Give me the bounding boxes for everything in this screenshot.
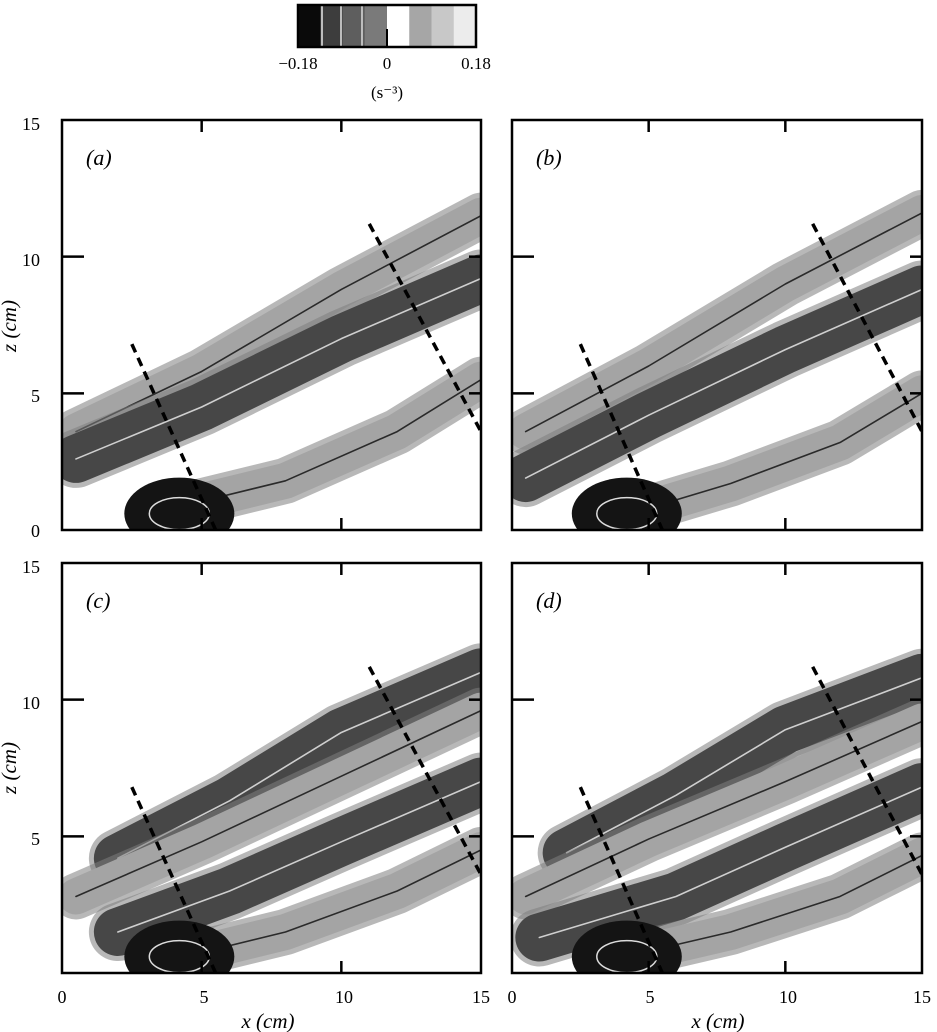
colorbar-swatch bbox=[387, 5, 410, 47]
colorbar-swatch bbox=[320, 5, 343, 47]
heatmap-panel: (c) bbox=[60, 561, 483, 975]
contour-line bbox=[538, 786, 922, 939]
y-tick-label: 15 bbox=[22, 114, 40, 134]
dashed-reference-line bbox=[578, 786, 664, 974]
panel-frame bbox=[510, 561, 924, 975]
dashed-reference-line bbox=[130, 343, 218, 531]
source-region bbox=[571, 477, 682, 530]
y-tick-label: 10 bbox=[22, 693, 40, 713]
colorbar-mid-label: 0 bbox=[383, 54, 392, 73]
panel-label: (a) bbox=[86, 145, 112, 170]
x-axis-title-right: x (cm) bbox=[690, 1009, 744, 1032]
dashed-reference-line bbox=[811, 666, 924, 876]
panel-label: (d) bbox=[536, 588, 562, 613]
source-region bbox=[124, 477, 235, 530]
y-tick-label: 5 bbox=[31, 386, 40, 406]
x-tick-label: 5 bbox=[646, 987, 655, 1007]
heatmap-field bbox=[62, 192, 481, 530]
x-tick-label: 10 bbox=[335, 987, 353, 1007]
x-axis-title-left: x (cm) bbox=[240, 1009, 294, 1032]
panel-label: (c) bbox=[86, 588, 110, 613]
heatmap-panel: (a) bbox=[60, 118, 483, 532]
colorbar-min-label: −0.18 bbox=[278, 54, 317, 73]
dashed-reference-line bbox=[578, 343, 664, 531]
contour-line bbox=[75, 709, 481, 898]
panels: (a) (b) (c) (d) bbox=[60, 118, 924, 975]
colorbar-swatch bbox=[431, 5, 455, 47]
x-tick-labels-left: 0 5 10 15 bbox=[58, 987, 491, 1007]
x-tick-label: 0 bbox=[58, 987, 67, 1007]
heatmap-panel: (d) bbox=[510, 561, 924, 975]
colorbar-swatch bbox=[364, 5, 388, 47]
y-tick-labels-top: 15 10 5 0 bbox=[22, 114, 40, 541]
panel-frame bbox=[60, 561, 483, 975]
y-tick-label: 15 bbox=[22, 557, 40, 577]
contour-line bbox=[172, 378, 481, 509]
x-tick-labels-right: 0 5 10 15 bbox=[508, 987, 932, 1007]
colorbar-max-label: 0.18 bbox=[461, 54, 491, 73]
y-tick-label: 0 bbox=[31, 521, 40, 541]
y-axis-title-top: z (cm) bbox=[0, 300, 21, 353]
source-region bbox=[571, 920, 682, 973]
x-tick-label: 0 bbox=[508, 987, 517, 1007]
contour-line bbox=[647, 854, 922, 952]
colorbar-swatch bbox=[342, 5, 366, 47]
heatmap-field bbox=[512, 189, 922, 530]
colorbar-swatch bbox=[453, 5, 477, 47]
x-tick-label: 5 bbox=[200, 987, 209, 1007]
x-tick-label: 15 bbox=[472, 987, 490, 1007]
contour-line bbox=[75, 214, 481, 433]
heatmap-field bbox=[62, 643, 481, 973]
y-axis-title-bottom: z (cm) bbox=[0, 742, 21, 795]
contour-line bbox=[565, 676, 922, 854]
contour-line bbox=[524, 720, 922, 898]
heatmap-panel: (b) bbox=[510, 118, 924, 532]
colorbar-swatch bbox=[409, 5, 432, 47]
panel-frame bbox=[60, 118, 483, 532]
panel-label: (b) bbox=[536, 145, 562, 170]
source-region bbox=[124, 920, 235, 973]
y-tick-label: 10 bbox=[22, 250, 40, 270]
colorbar: −0.18 0 0.18 (s⁻³) bbox=[278, 3, 491, 102]
dashed-reference-line bbox=[367, 223, 483, 433]
dashed-reference-line bbox=[130, 786, 218, 974]
x-tick-label: 15 bbox=[913, 987, 931, 1007]
colorbar-swatch bbox=[298, 5, 321, 47]
x-tick-label: 10 bbox=[779, 987, 797, 1007]
colorbar-swatches bbox=[298, 5, 477, 47]
dashed-reference-line bbox=[811, 223, 924, 433]
dashed-reference-line bbox=[367, 666, 483, 876]
panel-frame bbox=[510, 118, 924, 532]
contour-line bbox=[524, 288, 922, 479]
y-tick-labels-bottom: 15 10 5 bbox=[22, 557, 40, 849]
contour-line bbox=[117, 780, 481, 933]
contour-line bbox=[524, 212, 922, 433]
colorbar-unit-label: (s⁻³) bbox=[371, 83, 403, 102]
heatmap-field bbox=[512, 648, 922, 973]
contour-line bbox=[75, 277, 481, 460]
y-tick-label: 5 bbox=[31, 829, 40, 849]
